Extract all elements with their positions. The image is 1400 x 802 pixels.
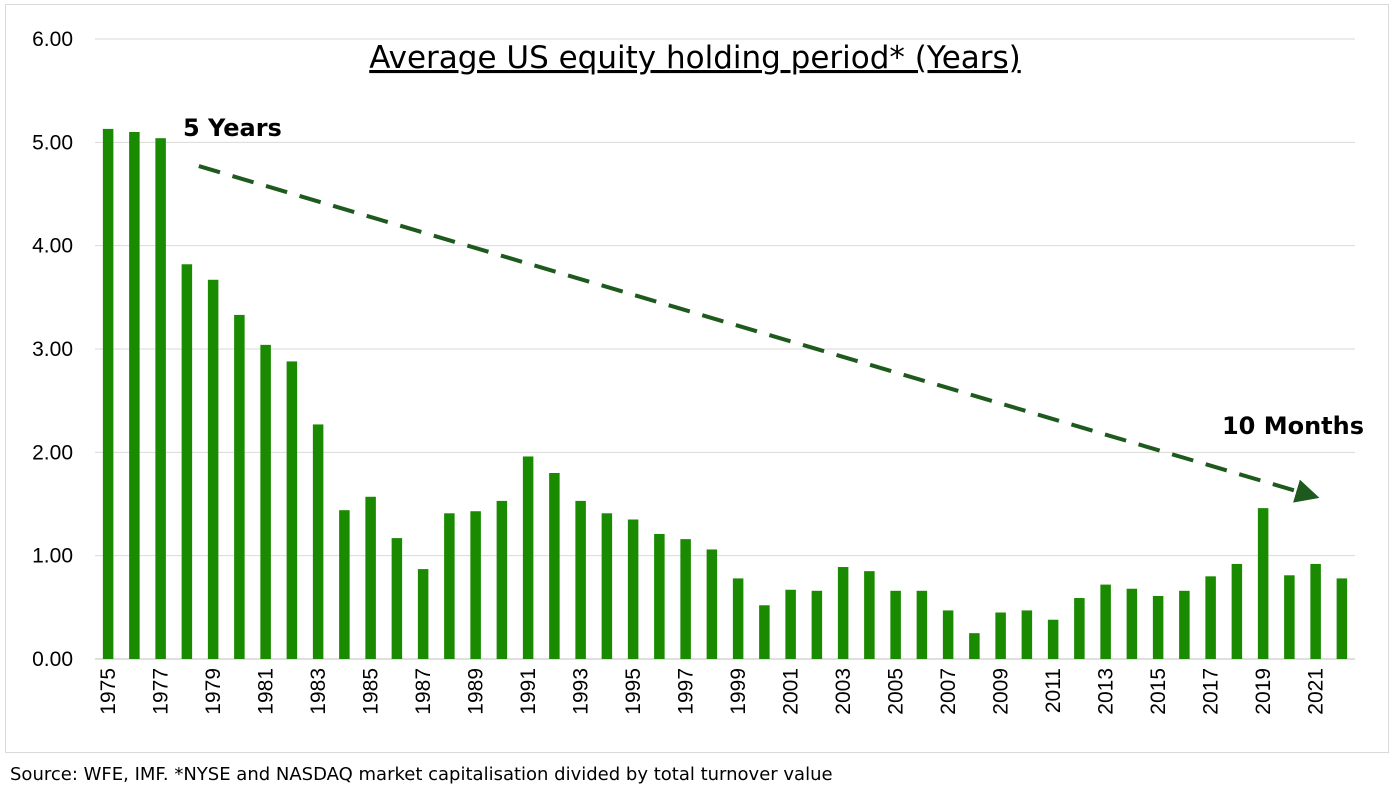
x-tick-label: 1985 xyxy=(360,668,383,715)
y-tick-label: 5.00 xyxy=(32,131,73,154)
y-tick-label: 2.00 xyxy=(32,441,73,464)
bar-2015 xyxy=(1152,595,1164,659)
x-tick-label: 2019 xyxy=(1252,668,1275,715)
annotation-10-months: 10 Months xyxy=(1222,412,1364,440)
x-tick-label: 2009 xyxy=(990,668,1013,715)
bar-2012 xyxy=(1074,598,1085,659)
bar-2009 xyxy=(995,612,1006,659)
bar-1984 xyxy=(339,510,350,659)
x-tick-label: 1999 xyxy=(727,668,750,715)
x-tick-label: 2015 xyxy=(1147,668,1170,715)
bar-1998 xyxy=(706,549,718,659)
x-tick-label: 1987 xyxy=(412,668,435,715)
x-tick-label: 1975 xyxy=(97,668,120,715)
bar-2006 xyxy=(916,590,928,659)
bar-2003 xyxy=(837,567,849,659)
y-tick-label: 4.00 xyxy=(32,235,73,258)
bar-2008 xyxy=(969,633,980,659)
bar-1995 xyxy=(627,519,639,659)
bar-2005 xyxy=(890,590,901,659)
bar-2017 xyxy=(1205,576,1216,659)
source-note: Source: WFE, IMF. *NYSE and NASDAQ marke… xyxy=(10,764,833,785)
chart-title: Average US equity holding period* (Years… xyxy=(369,40,1021,76)
x-tick-label: 1983 xyxy=(307,668,330,715)
y-tick-label: 3.00 xyxy=(32,338,73,361)
bar-1979 xyxy=(207,279,219,659)
bar-1987 xyxy=(417,569,429,659)
bar-2022 xyxy=(1336,578,1348,659)
bar-2001 xyxy=(785,589,796,659)
bar-1990 xyxy=(496,500,508,659)
x-tick-label: 1991 xyxy=(517,668,540,715)
x-tick-label: 1977 xyxy=(150,668,173,715)
bar-1992 xyxy=(549,473,560,659)
bar-2021 xyxy=(1310,563,1321,659)
bar-2011 xyxy=(1047,619,1059,659)
x-tick-label: 1995 xyxy=(622,668,645,715)
bar-1981 xyxy=(260,344,271,659)
bar-2016 xyxy=(1179,590,1190,659)
x-tick-label: 2005 xyxy=(885,668,908,715)
bar-1982 xyxy=(286,361,298,659)
y-tick-label: 0.00 xyxy=(32,648,73,671)
bar-1983 xyxy=(312,424,324,659)
x-tick-label: 2013 xyxy=(1095,668,1118,715)
bar-1980 xyxy=(234,314,245,659)
bar-1985 xyxy=(365,496,376,659)
x-tick-label: 2001 xyxy=(780,668,803,715)
y-tick-label: 6.00 xyxy=(32,28,73,51)
bar-1991 xyxy=(522,456,534,659)
x-tick-label: 2007 xyxy=(937,668,960,715)
bar-1986 xyxy=(391,538,403,659)
x-tick-label: 2011 xyxy=(1042,668,1065,713)
bar-1988 xyxy=(444,513,455,659)
x-tick-label: 2017 xyxy=(1200,668,1223,715)
bar-2014 xyxy=(1126,588,1138,659)
bar-1993 xyxy=(575,500,586,659)
bar-1997 xyxy=(680,539,691,659)
bar-1999 xyxy=(732,578,744,659)
x-tick-label: 2003 xyxy=(832,668,855,715)
x-tick-label: 1979 xyxy=(202,668,225,715)
bar-2000 xyxy=(759,605,770,659)
bar-1978 xyxy=(181,264,193,659)
bar-1975 xyxy=(102,128,114,659)
bar-1976 xyxy=(129,132,140,659)
bar-2019 xyxy=(1257,508,1269,659)
bar-1977 xyxy=(155,138,166,659)
bar-2002 xyxy=(811,590,823,659)
x-tick-label: 1997 xyxy=(675,668,698,715)
bar-2013 xyxy=(1100,584,1111,659)
annotation-5-years: 5 Years xyxy=(183,114,282,142)
bar-1996 xyxy=(654,533,665,659)
y-tick-label: 1.00 xyxy=(32,545,73,568)
x-tick-label: 1989 xyxy=(465,668,488,715)
x-tick-label: 1993 xyxy=(570,668,593,715)
bar-1989 xyxy=(470,511,481,659)
bar-2020 xyxy=(1284,575,1295,659)
bar-2018 xyxy=(1231,563,1243,659)
bar-2010 xyxy=(1021,610,1033,659)
x-tick-label: 1981 xyxy=(255,668,278,715)
x-tick-label: 2021 xyxy=(1305,668,1328,715)
trend-arrow xyxy=(198,164,1320,503)
bar-2007 xyxy=(942,610,954,659)
bar-1994 xyxy=(601,513,613,659)
bar-2004 xyxy=(864,571,875,659)
